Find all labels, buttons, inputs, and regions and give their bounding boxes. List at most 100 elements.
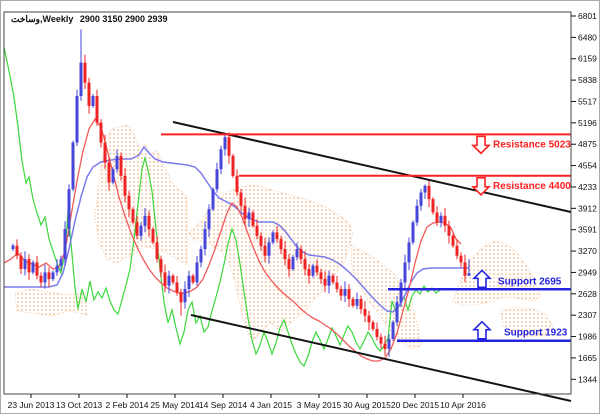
candle-body [255, 225, 259, 236]
candle-body [319, 272, 323, 280]
candle-body [459, 255, 463, 263]
candle-body [99, 122, 103, 143]
candle-body [167, 275, 171, 286]
candle-body [347, 289, 351, 299]
candle-body [207, 209, 211, 230]
candle-body [291, 257, 295, 270]
candle-body [215, 169, 219, 190]
candle-body [303, 259, 307, 270]
x-axis-label: 2 Feb 2014 [105, 400, 148, 410]
candle-body [199, 249, 203, 263]
candle-body [55, 265, 59, 273]
candle-body [35, 262, 39, 276]
cloud-blob [94, 124, 188, 266]
candle-body [287, 259, 291, 270]
candle-body [231, 155, 235, 176]
candles-layer [11, 29, 471, 357]
candle-body [155, 242, 159, 259]
y-axis-label: 2307 [578, 310, 597, 320]
candle-body [463, 262, 467, 276]
y-axis-label: 2949 [578, 267, 597, 277]
candle-body [11, 245, 15, 249]
resistance-down-arrow[interactable] [471, 135, 491, 155]
x-axis-label: 25 May 2014 [150, 400, 199, 410]
y-axis-label: 1986 [578, 332, 597, 342]
candle-body [243, 205, 247, 220]
candle-body [151, 229, 155, 243]
candle-body [379, 336, 383, 344]
y-axis-label: 6159 [578, 54, 597, 64]
candle-body [427, 185, 431, 200]
y-axis-label: 5838 [578, 75, 597, 85]
candle-body [343, 289, 347, 296]
candle-body [407, 242, 411, 263]
candle-body [447, 225, 451, 236]
candle-body [451, 235, 455, 246]
plot-border [3, 11, 572, 395]
y-axis-label: 2628 [578, 289, 597, 299]
candle-body [147, 215, 151, 230]
x-axis-label: 10 Apr 2016 [440, 400, 486, 410]
cloud-blob [350, 244, 422, 350]
candle-body [159, 259, 163, 273]
candle-body [259, 235, 263, 246]
candle-body [195, 262, 199, 283]
candle-body [323, 279, 327, 286]
candle-body [135, 222, 139, 236]
candle-body [403, 262, 407, 283]
x-axis-label: 20 Dec 2015 [391, 400, 439, 410]
lower-channel-line[interactable] [190, 314, 572, 402]
resistance-label: Resistance 4400 [493, 181, 571, 192]
axes: 6801 6480 6159 5838 5517 5196 4875 4554 4233 3912… [3, 11, 597, 410]
candle-body [431, 199, 435, 213]
candle-body [179, 292, 183, 303]
candle-body [123, 175, 127, 196]
candle-body [43, 272, 47, 283]
candle-body [307, 269, 311, 276]
candle-body [139, 225, 143, 236]
candle-body [351, 299, 355, 306]
candle-body [371, 322, 375, 329]
x-axis-label: 4 Jan 2015 [250, 400, 292, 410]
candle-body [59, 259, 63, 266]
resistance-down-arrow[interactable] [471, 177, 491, 196]
candle-body [239, 192, 243, 206]
indicator-lines [3, 46, 469, 368]
support-label: Support 1923 [504, 328, 568, 339]
upper-channel-line[interactable] [172, 121, 572, 213]
candle-body [335, 282, 339, 290]
support-up-arrow[interactable] [472, 320, 492, 340]
support-up-arrow[interactable] [472, 269, 492, 289]
candle-body [423, 185, 427, 193]
candle-body [227, 137, 231, 156]
y-axis-label: 1665 [578, 353, 597, 363]
x-axis-label: 14 Sep 2014 [199, 400, 247, 410]
candle-body [327, 275, 331, 286]
candle-body [27, 259, 31, 273]
candle-body [31, 262, 35, 273]
candle-body [191, 275, 195, 283]
x-axis-label: 3 May 2015 [297, 400, 342, 410]
y-axis-label: 5196 [578, 118, 597, 128]
x-axis-label: 23 Jun 2013 [8, 400, 55, 410]
candle-body [127, 195, 131, 210]
candle-body [395, 302, 399, 323]
candle-body [183, 289, 187, 303]
y-axis-label: 3912 [578, 203, 597, 213]
trendlines [172, 121, 572, 402]
candle-body [67, 189, 71, 230]
candle-body [115, 155, 119, 170]
candle-body [23, 259, 27, 270]
candle-body [175, 282, 179, 293]
candle-body [375, 329, 379, 337]
candle-body [203, 229, 207, 250]
y-axis-label: 5517 [578, 96, 597, 106]
candle-body [103, 142, 107, 163]
x-axis-label: 30 Aug 2015 [343, 400, 391, 410]
candle-body [91, 96, 95, 106]
candle-body [311, 265, 315, 276]
candle-body [271, 232, 275, 243]
candle-body [279, 239, 283, 250]
candle-body [47, 272, 51, 280]
